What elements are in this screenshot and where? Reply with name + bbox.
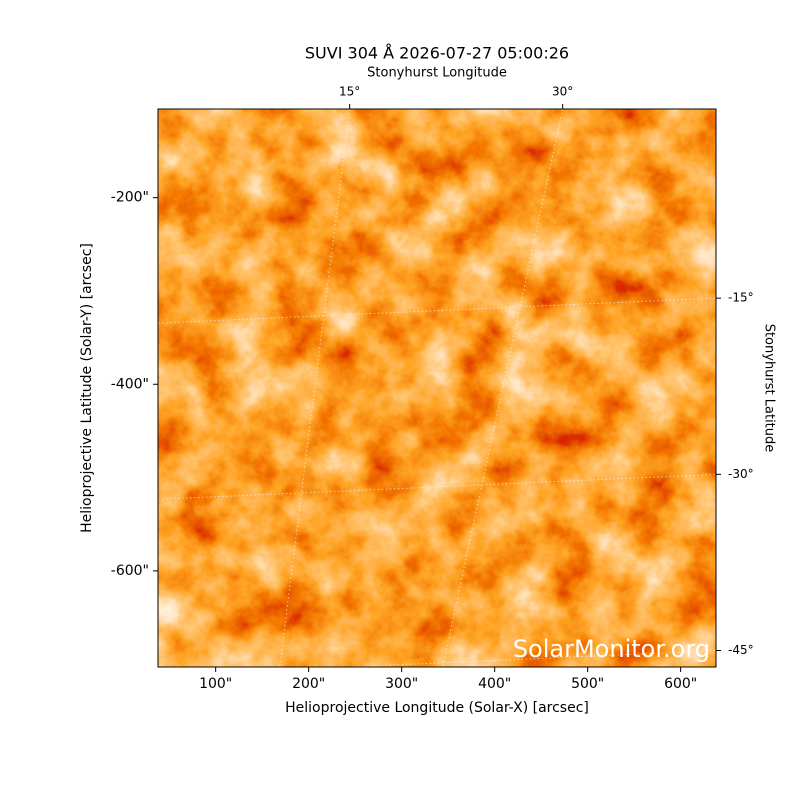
x-tick-label: 500" xyxy=(571,676,604,692)
grid-line xyxy=(158,297,716,324)
x2-tick-label: 30° xyxy=(552,85,573,99)
solar-image xyxy=(158,109,716,667)
y-tick-label: -200" xyxy=(111,190,149,206)
x-axis-label: Helioprojective Longitude (Solar-X) [arc… xyxy=(285,700,589,716)
image-texture xyxy=(158,109,716,667)
x-tick-label: 300" xyxy=(385,676,418,692)
x2-axis-label: Stonyhurst Longitude xyxy=(367,66,507,81)
grid-line xyxy=(337,650,716,667)
x-tick-label: 400" xyxy=(478,676,511,692)
x-tick-label: 100" xyxy=(199,676,232,692)
x-tick-label: 600" xyxy=(664,676,697,692)
grid-line xyxy=(158,473,716,500)
x-tick-label: 200" xyxy=(292,676,325,692)
y2-tick-label: -45° xyxy=(728,643,754,657)
x2-tick-label: 15° xyxy=(339,85,360,99)
plot-frame xyxy=(157,108,717,668)
y2-tick-label: -30° xyxy=(728,467,754,481)
y2-axis-label: Stonyhurst Latitude xyxy=(762,324,777,453)
chart-title: SUVI 304 Å 2026-07-27 05:00:26 xyxy=(305,44,569,63)
y-axis-label: Helioprojective Latitude (Solar-Y) [arcs… xyxy=(79,243,95,533)
grid-line xyxy=(442,109,564,667)
grid xyxy=(158,109,716,667)
y-tick-label: -600" xyxy=(111,563,149,579)
watermark: SolarMonitor.org xyxy=(513,635,710,663)
y-tick-label: -400" xyxy=(111,376,149,392)
y2-tick-label: -15° xyxy=(728,291,754,305)
grid-line xyxy=(279,109,351,667)
